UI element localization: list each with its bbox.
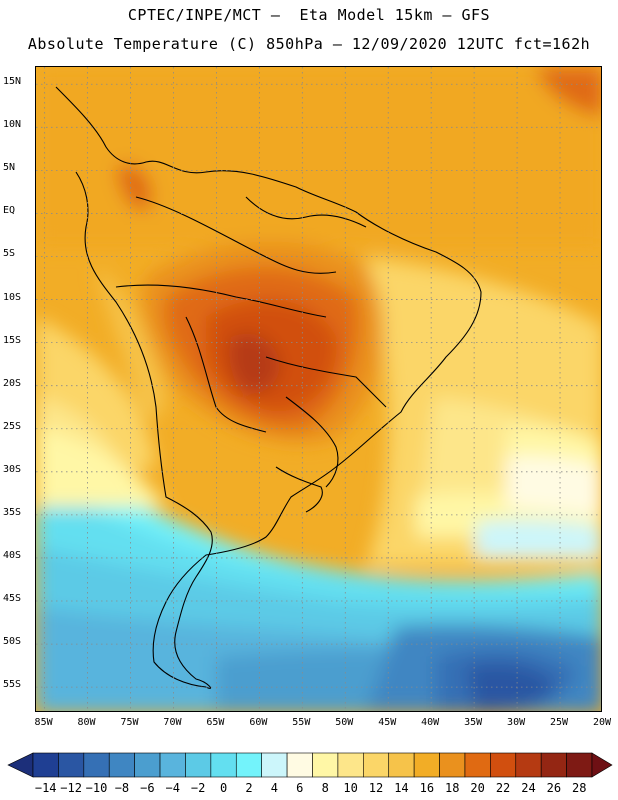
colorbar-tick-label: −2 bbox=[190, 781, 206, 795]
map-title-line2: Absolute Temperature (C) 850hPa – 12/09/… bbox=[27, 35, 591, 53]
lon-tick-label: 85W bbox=[34, 717, 53, 728]
colorbar-tick-label: 14 bbox=[394, 781, 409, 795]
lat-tick-label: 55S bbox=[3, 679, 22, 691]
temperature-colorbar bbox=[7, 752, 613, 778]
lat-tick-label: 30S bbox=[3, 463, 22, 475]
colorbar-tick-label: 28 bbox=[572, 781, 587, 795]
colorbar-swatch bbox=[108, 752, 135, 778]
colorbar-swatch bbox=[159, 752, 186, 778]
colorbar-swatch bbox=[566, 752, 593, 778]
border-central bbox=[115, 284, 327, 318]
caribbean-warm-corner bbox=[536, 67, 601, 117]
map-frame bbox=[35, 66, 602, 712]
colorbar-swatch bbox=[363, 752, 390, 778]
lon-tick-label: 70W bbox=[163, 717, 182, 728]
colorbar-swatch bbox=[515, 752, 542, 778]
colorbar-max-arrow bbox=[591, 752, 613, 778]
border-bolivia bbox=[185, 316, 267, 433]
lon-tick-label: 30W bbox=[507, 717, 526, 728]
lat-tick-label: 5S bbox=[3, 248, 16, 260]
lat-tick-label: 15S bbox=[3, 334, 22, 346]
coastlines bbox=[55, 86, 482, 689]
pacific-front-warm bbox=[36, 427, 166, 507]
colorbar-swatch bbox=[134, 752, 161, 778]
border-brazil-states bbox=[265, 356, 387, 408]
lon-tick-label: 25W bbox=[550, 717, 569, 728]
colorbar-tick-label: 22 bbox=[495, 781, 511, 795]
lon-tick-label: 80W bbox=[77, 717, 96, 728]
colorbar-tick-label: 2 bbox=[245, 781, 253, 795]
lat-tick-label: 10S bbox=[3, 291, 22, 303]
colorbar-tick-label: 18 bbox=[445, 781, 460, 795]
colorbar-tick-label: −12 bbox=[60, 781, 82, 795]
colorbar-tick-label: 4 bbox=[270, 781, 278, 795]
border-north bbox=[135, 196, 337, 274]
colorbar-tick-label: 10 bbox=[343, 781, 358, 795]
colorbar-tick-label: −14 bbox=[34, 781, 57, 795]
colorbar-tick-label: −10 bbox=[85, 781, 108, 795]
colorbar-tick-label: −6 bbox=[140, 781, 155, 795]
lon-tick-label: 55W bbox=[292, 717, 311, 728]
lat-tick-label: 5N bbox=[3, 162, 16, 174]
colorbar-swatch bbox=[286, 752, 313, 778]
colorbar-swatch bbox=[58, 752, 85, 778]
continent-outline bbox=[55, 86, 482, 689]
colorbar-tick-label: 6 bbox=[296, 781, 304, 795]
lat-tick-label: 10N bbox=[3, 119, 22, 131]
colorbar-tick-label: 20 bbox=[470, 781, 485, 795]
map-title-line1: CPTEC/INPE/MCT – Eta Model 15km – GFS bbox=[127, 6, 491, 24]
border-guianas bbox=[245, 196, 367, 228]
lon-tick-label: 40W bbox=[421, 717, 440, 728]
lon-tick-label: 45W bbox=[378, 717, 397, 728]
colorbar-swatch bbox=[83, 752, 110, 778]
lat-tick-label: 35S bbox=[3, 506, 22, 518]
lat-tick-label: 20S bbox=[3, 377, 22, 389]
lat-tick-label: 15N bbox=[3, 76, 22, 88]
colorbar-swatch bbox=[32, 752, 59, 778]
lat-tick-label: EQ bbox=[3, 205, 16, 217]
colorbar-swatch bbox=[261, 752, 288, 778]
lon-tick-label: 35W bbox=[464, 717, 483, 728]
lat-tick-label: 25S bbox=[3, 420, 22, 432]
colorbar-tick-label: −8 bbox=[114, 781, 130, 795]
temperature-map bbox=[36, 67, 601, 711]
lat-tick-label: 50S bbox=[3, 636, 22, 648]
atlantic-cream bbox=[506, 455, 601, 517]
lon-tick-label: 60W bbox=[249, 717, 268, 728]
colorbar-swatch bbox=[185, 752, 212, 778]
lon-tick-label: 75W bbox=[120, 717, 139, 728]
colorbar-swatch bbox=[312, 752, 339, 778]
colorbar-swatch bbox=[235, 752, 262, 778]
lon-tick-label: 65W bbox=[206, 717, 225, 728]
colorbar-tick-label: 0 bbox=[219, 781, 228, 795]
colorbar-tick-label: 16 bbox=[419, 781, 435, 795]
colorbar-swatch bbox=[490, 752, 517, 778]
colorbar-tick-label: 8 bbox=[321, 781, 329, 795]
colorbar-swatch bbox=[540, 752, 567, 778]
colorbar-swatch bbox=[439, 752, 466, 778]
atlantic-palecyan bbox=[476, 519, 601, 557]
colorbar-tick-label: 24 bbox=[521, 781, 536, 795]
heat-core bbox=[229, 333, 281, 394]
colorbar-tick-label: 12 bbox=[368, 781, 384, 795]
colorbar-swatch bbox=[337, 752, 364, 778]
colorbar-swatch bbox=[388, 752, 415, 778]
colorbar-swatch bbox=[413, 752, 440, 778]
lon-tick-label: 50W bbox=[335, 717, 354, 728]
lat-tick-label: 45S bbox=[3, 593, 22, 605]
colorbar-swatch bbox=[464, 752, 491, 778]
border-paraguay bbox=[285, 396, 339, 488]
colorbar-tick-label: −4 bbox=[165, 781, 180, 795]
colorbar-min-arrow bbox=[7, 752, 34, 778]
lat-tick-label: 40S bbox=[3, 549, 22, 561]
border-uruguay bbox=[275, 466, 323, 513]
andes-cool bbox=[96, 267, 166, 420]
lon-tick-label: 20W bbox=[592, 717, 612, 728]
colorbar-tick-label: 26 bbox=[546, 781, 562, 795]
colorbar-swatch bbox=[210, 752, 237, 778]
